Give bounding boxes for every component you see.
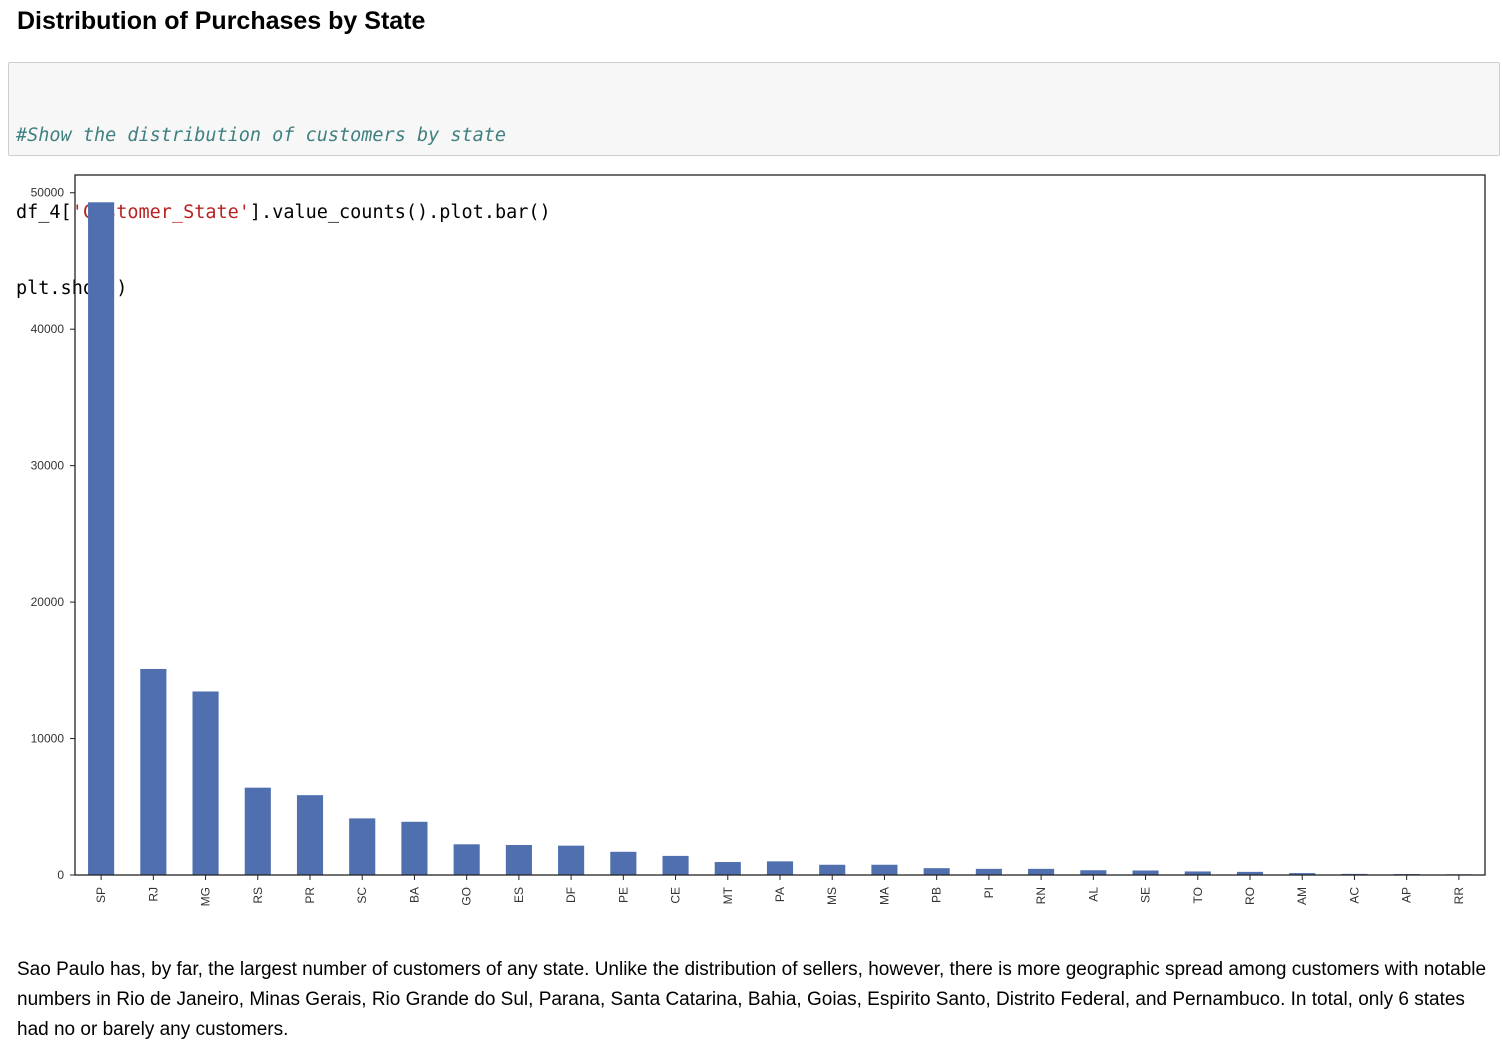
- x-tick-label: CE: [669, 887, 683, 904]
- bar-mt: [714, 862, 741, 875]
- x-tick-label: RN: [1034, 887, 1048, 904]
- x-tick-label: SE: [1139, 887, 1153, 903]
- y-tick-label: 0: [57, 868, 64, 882]
- x-tick-label: TO: [1191, 887, 1205, 903]
- y-tick-label: 30000: [31, 459, 65, 473]
- x-tick-label: MG: [199, 887, 213, 906]
- narrative-text: Sao Paulo has, by far, the largest numbe…: [17, 959, 1487, 1040]
- x-tick-label: PB: [930, 887, 944, 903]
- x-tick-label: SP: [94, 887, 108, 903]
- x-tick-label: MS: [825, 887, 839, 905]
- bar-al: [1080, 870, 1107, 875]
- x-tick-label: PR: [303, 887, 317, 904]
- x-tick-label: GO: [460, 887, 474, 906]
- x-tick-label: DF: [564, 887, 578, 903]
- bar-mg: [192, 691, 219, 875]
- x-tick-label: ES: [512, 887, 526, 903]
- x-axis: SP RJ MG RS PR SC BA GO ES DF PE CE MT PA MS MA PB PI RN AL…: [94, 875, 1466, 906]
- x-tick-label: AL: [1086, 887, 1100, 902]
- bar-rs: [244, 787, 271, 875]
- x-tick-label: AM: [1295, 887, 1309, 905]
- bar-rn: [1028, 868, 1055, 875]
- x-tick-label: PA: [773, 887, 787, 902]
- x-tick-label: RS: [251, 887, 265, 904]
- bar-pe: [610, 851, 637, 875]
- code-text: ].value_counts().plot.bar(): [249, 201, 551, 223]
- x-tick-label: AC: [1347, 887, 1361, 904]
- code-string: 'Customer_State': [71, 201, 250, 223]
- y-tick-label: 40000: [31, 322, 65, 336]
- bar-ms: [819, 864, 846, 875]
- bar-se: [1132, 870, 1159, 875]
- x-tick-label: MA: [877, 887, 891, 905]
- plot-frame: [74, 174, 1486, 876]
- x-tick-label: AP: [1400, 887, 1414, 903]
- x-tick-label: RR: [1452, 887, 1466, 905]
- bar-ro: [1236, 871, 1264, 875]
- x-tick-label: RO: [1243, 887, 1257, 905]
- x-tick-label: SC: [355, 887, 369, 904]
- code-cell[interactable]: #Show the distribution of customers by s…: [8, 62, 1500, 299]
- code-comment: #Show the distribution of customers by s…: [16, 125, 507, 146]
- y-tick-label: 50000: [31, 186, 65, 200]
- bar-sp: [88, 202, 115, 875]
- bar-sc: [349, 818, 376, 875]
- bar-es: [505, 844, 532, 875]
- y-axis: 0 10000 20000 30000 40000 50000: [31, 186, 75, 882]
- bar-go: [453, 844, 480, 875]
- y-tick-label: 20000: [31, 595, 65, 609]
- x-tick-label: PI: [982, 887, 996, 898]
- bar-pr: [296, 795, 324, 875]
- bar-ce: [662, 855, 689, 875]
- y-tick-label: 10000: [31, 732, 65, 746]
- bar-am: [1289, 873, 1316, 875]
- bars-group: [88, 202, 1472, 875]
- code-line-2: df_4['Customer_State'].value_counts().pl…: [16, 200, 1492, 226]
- bar-ba: [401, 821, 428, 875]
- x-tick-label: BA: [407, 887, 421, 903]
- bar-pa: [766, 861, 794, 875]
- code-text: df_4[: [16, 201, 72, 223]
- bar-pi: [975, 868, 1002, 875]
- bar-rj: [140, 668, 167, 875]
- section-heading: Distribution of Purchases by State: [17, 7, 426, 35]
- x-tick-label: RJ: [146, 887, 160, 902]
- bar-chart: 0 10000 20000 30000 40000 50000 SP RJ MG RS PR SC B…: [31, 174, 1486, 906]
- code-line-1: #Show the distribution of customers by s…: [16, 123, 1492, 149]
- x-tick-label: PE: [616, 887, 630, 903]
- bar-ma: [871, 864, 898, 875]
- bar-df: [558, 845, 585, 875]
- bar-pb: [923, 868, 950, 875]
- x-tick-label: MT: [721, 886, 735, 904]
- bar-to: [1184, 871, 1211, 875]
